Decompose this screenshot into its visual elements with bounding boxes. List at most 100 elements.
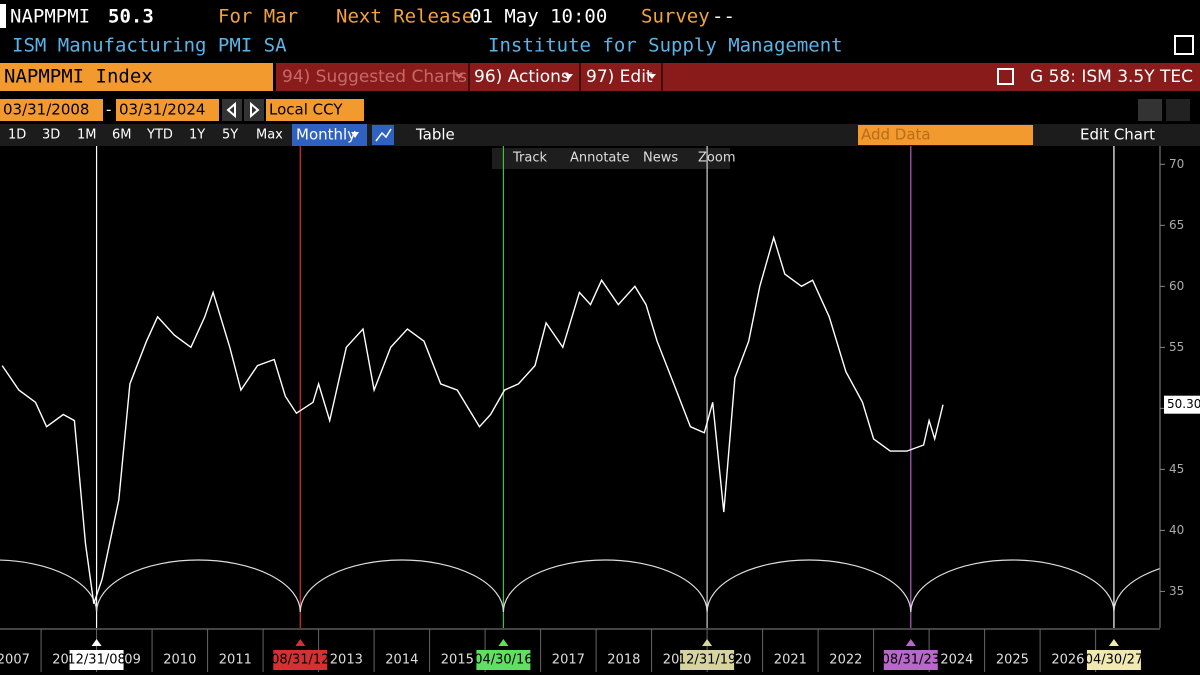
popout-icon[interactable] bbox=[1174, 35, 1194, 55]
x-tick-label: 2011 bbox=[219, 653, 252, 668]
security-field-text: NAPMPMI Index bbox=[4, 66, 153, 88]
marker-label: 04/30/16 bbox=[474, 653, 532, 668]
security-field[interactable] bbox=[0, 63, 273, 91]
marker-triangle bbox=[295, 639, 306, 646]
y-tick-label: 55 bbox=[1169, 340, 1184, 354]
prev-icon bbox=[226, 101, 236, 119]
undo-button[interactable] bbox=[1138, 99, 1162, 121]
tool-button[interactable]: Zoom bbox=[698, 151, 735, 166]
actions-menu[interactable]: 96) Actions bbox=[474, 67, 570, 87]
suggested-charts[interactable]: 94) Suggested Charts bbox=[282, 67, 467, 87]
currency: Local CCY bbox=[269, 101, 343, 119]
next-icon bbox=[250, 101, 260, 119]
marker-triangle bbox=[905, 639, 916, 646]
chart-type-icon bbox=[375, 128, 392, 142]
period-button[interactable]: 5Y bbox=[222, 128, 238, 143]
marker-label-box bbox=[1086, 650, 1141, 670]
x-tick-label: 2022 bbox=[829, 653, 862, 668]
y-tick-label: 40 bbox=[1169, 523, 1184, 537]
start-date: 03/31/2008 bbox=[3, 101, 89, 119]
x-tick-label: 2017 bbox=[552, 653, 585, 668]
marker-label-box bbox=[69, 650, 124, 670]
x-axis-band bbox=[0, 628, 1200, 675]
start-date-field[interactable] bbox=[0, 99, 103, 121]
marker-label-box bbox=[680, 650, 735, 670]
x-tick-label: 2024 bbox=[940, 653, 973, 668]
cycle-arcs bbox=[0, 559, 1160, 613]
tool-button[interactable]: Annotate bbox=[570, 151, 629, 166]
x-tick-label: 2025 bbox=[996, 653, 1029, 668]
last-value-label: 50.30 bbox=[1167, 397, 1200, 411]
release-label: Next Release bbox=[336, 6, 473, 28]
add-data-field[interactable] bbox=[858, 125, 1033, 145]
marker-triangle bbox=[702, 639, 713, 646]
menu-bar bbox=[276, 63, 1200, 91]
frequency: Monthly bbox=[296, 126, 356, 144]
survey-label: Survey bbox=[641, 6, 710, 28]
next-button[interactable] bbox=[244, 99, 264, 121]
dropdown-arrow bbox=[648, 74, 656, 79]
last-value-box bbox=[1164, 395, 1200, 414]
period-button[interactable]: 6M bbox=[112, 128, 132, 143]
period-button[interactable]: 1Y bbox=[189, 128, 205, 143]
period-label: For Mar bbox=[218, 6, 298, 28]
tool-button[interactable]: Track bbox=[512, 151, 547, 166]
x-tick-label: 2018 bbox=[607, 653, 640, 668]
y-tick-label: 70 bbox=[1169, 157, 1184, 171]
chart-id: G 58: ISM 3.5Y TEC bbox=[1030, 67, 1193, 87]
edit-menu[interactable]: 97) Edit bbox=[586, 67, 653, 87]
marker-label: 12/31/19 bbox=[678, 653, 736, 668]
table-button[interactable]: Table bbox=[415, 126, 455, 144]
edit-chart-button[interactable]: Edit Chart bbox=[1080, 126, 1155, 144]
period-buttons: 1D 3D 1M 6M YTD 1Y 5Y Max bbox=[8, 128, 283, 143]
currency-field[interactable] bbox=[266, 99, 364, 121]
y-tick-label: 45 bbox=[1169, 462, 1184, 476]
chart: 354045505560657050.302007200820092010201… bbox=[0, 146, 1200, 675]
marker-label: 08/31/23 bbox=[882, 653, 940, 668]
marker-label: 04/30/27 bbox=[1085, 653, 1143, 668]
add-data: Add Data bbox=[861, 126, 931, 144]
period-button[interactable]: 3D bbox=[42, 128, 60, 143]
period-button[interactable]: 1M bbox=[77, 128, 97, 143]
dropdown-arrow bbox=[455, 74, 463, 79]
x-tick-label: 2007 bbox=[0, 653, 30, 668]
survey-value: -- bbox=[712, 6, 735, 28]
chart-toolbar bbox=[492, 148, 730, 169]
cursor bbox=[0, 4, 6, 28]
redo-button[interactable] bbox=[1166, 99, 1190, 121]
marker-triangle bbox=[91, 639, 102, 646]
x-tick-label: 2021 bbox=[774, 653, 807, 668]
y-tick-label: 35 bbox=[1169, 584, 1184, 598]
last-price: 50.3 bbox=[108, 6, 154, 28]
dropdown-arrow bbox=[351, 132, 359, 138]
x-tick-label: 2014 bbox=[385, 653, 418, 668]
x-tick-label: 2015 bbox=[441, 653, 474, 668]
x-tick-label: 2026 bbox=[1051, 653, 1084, 668]
period-button[interactable]: 1D bbox=[8, 128, 26, 143]
ticker: NAPMPMI bbox=[10, 6, 90, 28]
marker-label: 12/31/08 bbox=[67, 653, 125, 668]
marker-label-box bbox=[476, 650, 531, 670]
end-date: 03/31/2024 bbox=[119, 101, 205, 119]
marker-triangle bbox=[1108, 639, 1119, 646]
x-tick-label: 2013 bbox=[330, 653, 363, 668]
tool-button[interactable]: News bbox=[643, 151, 678, 166]
frequency-button[interactable] bbox=[292, 124, 367, 146]
date-separator: - bbox=[106, 101, 111, 119]
export-icon[interactable] bbox=[997, 68, 1014, 85]
dropdown-arrow bbox=[565, 74, 573, 79]
marker-triangle bbox=[498, 639, 509, 646]
x-tick-label: 2010 bbox=[163, 653, 196, 668]
tool-buttons: Track Annotate News Zoom bbox=[512, 151, 735, 166]
release-time: 01 May 10:00 bbox=[470, 6, 607, 28]
period-button[interactable]: YTD bbox=[146, 128, 173, 143]
marker-label-box bbox=[273, 650, 328, 670]
y-tick-label: 60 bbox=[1169, 279, 1184, 293]
end-date-field[interactable] bbox=[116, 99, 219, 121]
marker-label: 08/31/12 bbox=[271, 653, 329, 668]
marker-label-box bbox=[883, 650, 938, 670]
period-button[interactable]: Max bbox=[256, 128, 283, 143]
y-tick-label: 65 bbox=[1169, 218, 1184, 232]
prev-button[interactable] bbox=[222, 99, 242, 121]
